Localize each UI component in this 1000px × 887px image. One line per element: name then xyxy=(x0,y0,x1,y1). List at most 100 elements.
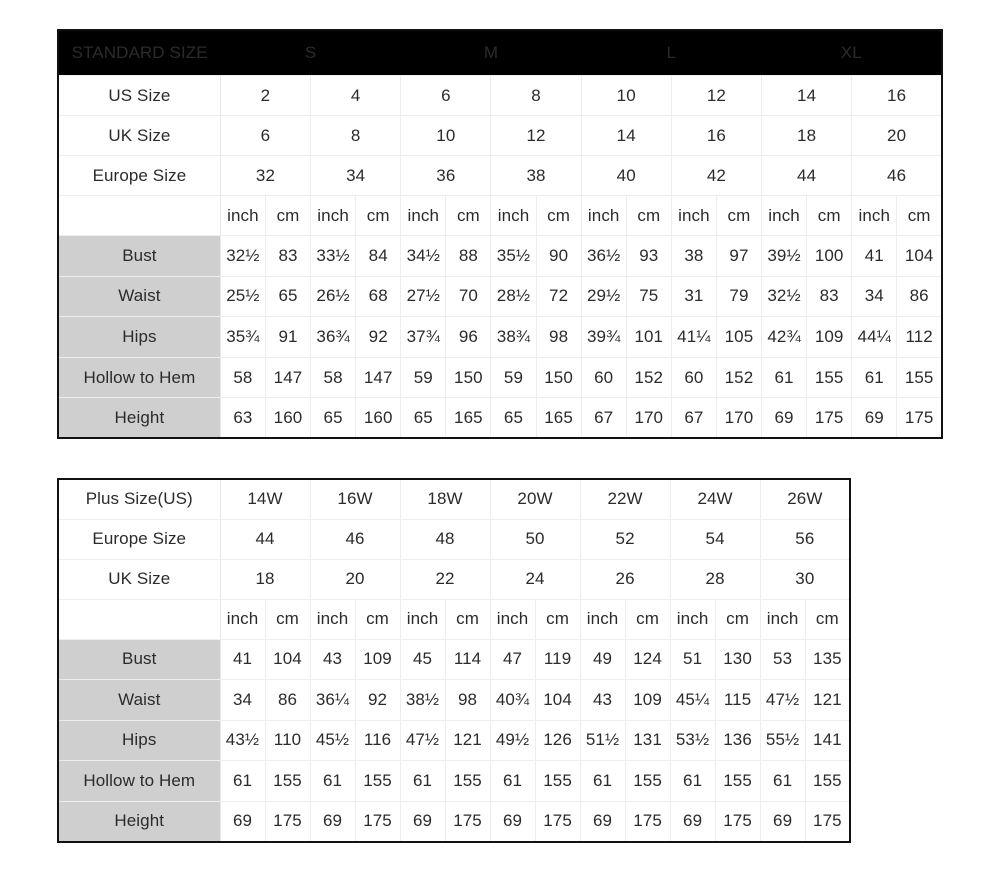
size-row: Europe Size 32 34 36 38 40 42 44 46 xyxy=(57,155,943,196)
measurement-value-cell: 61 xyxy=(219,760,266,802)
unit-header-cell: cm xyxy=(534,598,581,640)
size-value-cell: 34 xyxy=(310,155,402,196)
measurement-value-cell: 155 xyxy=(624,760,671,802)
measurement-value-cell: 59 xyxy=(400,356,447,399)
measurement-value-cell: 61 xyxy=(579,760,626,802)
measurement-value-cell: 45 xyxy=(399,638,446,681)
measurement-label: Hips xyxy=(57,719,221,762)
size-group-header: XL xyxy=(761,30,942,76)
measurement-label: Bust xyxy=(57,638,221,681)
size-value-cell: 16 xyxy=(851,75,943,116)
row-label: Europe Size xyxy=(57,518,221,560)
row-label: Europe Size xyxy=(57,155,221,196)
size-group-header: M xyxy=(400,30,582,76)
size-value-cell: 14 xyxy=(580,115,672,156)
measurement-label: Hollow to Hem xyxy=(57,760,221,802)
measurement-value-cell: 41¼ xyxy=(670,316,717,358)
measurement-value-cell: 41 xyxy=(219,638,266,681)
measurement-value-cell: 53 xyxy=(759,638,806,681)
measurement-value-cell: 109 xyxy=(806,316,853,358)
measurement-value-cell: 61 xyxy=(761,356,808,399)
measurement-value-cell: 72 xyxy=(535,275,582,318)
unit-header-cell: inch xyxy=(310,195,357,236)
size-value-cell: 18W xyxy=(399,478,491,520)
measurement-value-cell: 65 xyxy=(310,397,357,439)
measurement-value-cell: 86 xyxy=(264,679,311,721)
measurement-value-cell: 25½ xyxy=(219,275,266,318)
measurement-value-cell: 121 xyxy=(804,679,851,721)
measurement-value-cell: 175 xyxy=(806,397,853,439)
measurement-value-cell: 69 xyxy=(669,800,716,843)
unit-header-cell: cm xyxy=(445,195,492,236)
measurement-value-cell: 67 xyxy=(580,397,627,439)
measurement-value-cell: 36¼ xyxy=(309,679,356,721)
measurement-value-cell: 29½ xyxy=(580,275,627,318)
measurement-row: Waist 34 86 36¼ 92 38½ 98 40¾ 104 43 109 45¼ 115 47½ 1… xyxy=(57,679,851,721)
size-row: US Size 2 4 6 8 10 12 14 16 xyxy=(57,75,943,116)
measurement-value-cell: 155 xyxy=(896,356,943,399)
measurement-value-cell: 170 xyxy=(625,397,672,439)
measurement-value-cell: 43 xyxy=(579,679,626,721)
unit-header-cell: cm xyxy=(535,195,582,236)
measurement-value-cell: 38¾ xyxy=(490,316,537,358)
measurement-value-cell: 101 xyxy=(625,316,672,358)
measurement-value-cell: 32½ xyxy=(219,235,266,277)
unit-header-cell: inch xyxy=(219,598,266,640)
measurement-value-cell: 116 xyxy=(354,719,401,762)
measurement-value-cell: 90 xyxy=(535,235,582,277)
unit-header-cell: cm xyxy=(714,598,761,640)
size-value-cell: 6 xyxy=(400,75,492,116)
measurement-value-cell: 130 xyxy=(714,638,761,681)
measurement-value-cell: 175 xyxy=(804,800,851,843)
measurement-value-cell: 53½ xyxy=(669,719,716,762)
measurement-value-cell: 98 xyxy=(535,316,582,358)
measurement-value-cell: 96 xyxy=(445,316,492,358)
size-value-cell: 18 xyxy=(219,558,311,600)
measurement-value-cell: 84 xyxy=(355,235,402,277)
measurement-value-cell: 135 xyxy=(804,638,851,681)
measurement-value-cell: 58 xyxy=(310,356,357,399)
measurement-value-cell: 59 xyxy=(490,356,537,399)
measurement-value-cell: 141 xyxy=(804,719,851,762)
unit-header-cell: inch xyxy=(490,195,537,236)
measurement-label: Hollow to Hem xyxy=(57,356,221,399)
unit-header-cell: inch xyxy=(219,195,266,236)
measurement-value-cell: 49 xyxy=(579,638,626,681)
measurement-row: Bust 32½ 83 33½ 84 34½ 88 35½ 90 36½ 93 38 97 39½ 100 4… xyxy=(57,235,943,277)
measurement-value-cell: 155 xyxy=(714,760,761,802)
measurement-value-cell: 27½ xyxy=(400,275,447,318)
measurement-value-cell: 43 xyxy=(309,638,356,681)
size-value-cell: 14W xyxy=(219,478,311,520)
measurement-value-cell: 34½ xyxy=(400,235,447,277)
measurement-value-cell: 175 xyxy=(264,800,311,843)
size-value-cell: 12 xyxy=(670,75,763,116)
measurement-value-cell: 43½ xyxy=(219,719,266,762)
measurement-value-cell: 124 xyxy=(624,638,671,681)
measurement-value-cell: 104 xyxy=(896,235,943,277)
measurement-value-cell: 60 xyxy=(670,356,717,399)
measurement-value-cell: 104 xyxy=(534,679,581,721)
measurement-value-cell: 65 xyxy=(400,397,447,439)
measurement-value-cell: 65 xyxy=(264,275,312,318)
size-value-cell: 10 xyxy=(400,115,492,156)
measurement-label: Waist xyxy=(57,679,221,721)
size-value-cell: 28 xyxy=(669,558,761,600)
size-value-cell: 36 xyxy=(400,155,492,196)
size-group-header: S xyxy=(220,30,401,76)
measurement-value-cell: 39½ xyxy=(761,235,808,277)
measurement-value-cell: 41 xyxy=(851,235,898,277)
measurement-value-cell: 165 xyxy=(535,397,582,439)
measurement-value-cell: 136 xyxy=(714,719,761,762)
measurement-value-cell: 147 xyxy=(264,356,312,399)
measurement-value-cell: 155 xyxy=(444,760,491,802)
size-value-cell: 14 xyxy=(761,75,853,116)
unit-header-cell: inch xyxy=(761,195,808,236)
size-value-cell: 20W xyxy=(489,478,581,520)
measurement-value-cell: 33½ xyxy=(310,235,357,277)
measurement-value-cell: 67 xyxy=(670,397,717,439)
measurement-value-cell: 93 xyxy=(625,235,672,277)
size-value-cell: 46 xyxy=(309,518,401,560)
size-value-cell: 20 xyxy=(851,115,943,156)
measurement-value-cell: 75 xyxy=(625,275,672,318)
